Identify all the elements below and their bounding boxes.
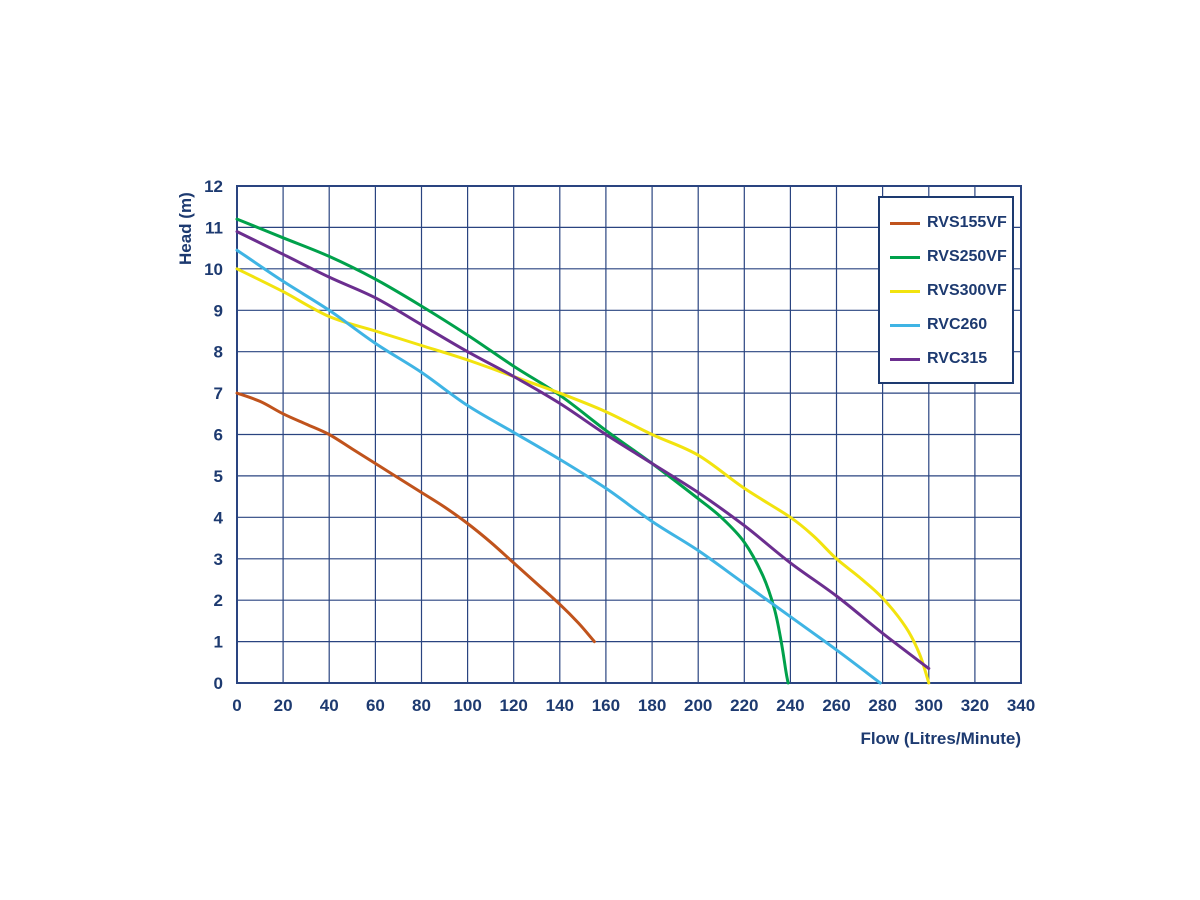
- legend-label: RVS300VF: [927, 282, 1007, 299]
- x-tick-label: 200: [684, 696, 712, 715]
- legend-item-rvc315: RVC315: [890, 342, 1012, 376]
- x-tick-label: 140: [546, 696, 574, 715]
- x-tick-label: 40: [320, 696, 339, 715]
- y-tick-label: 4: [214, 508, 224, 527]
- legend-line-swatch: [890, 289, 920, 293]
- legend-line-swatch: [890, 221, 920, 225]
- x-tick-label: 280: [868, 696, 896, 715]
- x-tick-label: 0: [232, 696, 241, 715]
- y-tick-label: 6: [214, 426, 223, 445]
- x-tick-label: 100: [453, 696, 481, 715]
- x-tick-label: 60: [366, 696, 385, 715]
- y-tick-label: 12: [204, 177, 223, 196]
- legend-line-swatch: [890, 357, 920, 361]
- y-tick-label: 11: [205, 218, 223, 237]
- y-tick-label: 2: [214, 591, 223, 610]
- y-tick-label: 1: [214, 633, 223, 652]
- y-tick-label: 7: [214, 384, 223, 403]
- x-axis-title: Flow (Litres/Minute): [860, 729, 1021, 748]
- legend-line-swatch: [890, 255, 920, 259]
- y-tick-label: 0: [214, 674, 223, 693]
- x-tick-label: 320: [961, 696, 989, 715]
- x-tick-label: 20: [274, 696, 293, 715]
- series-curve-rvs250vf: [235, 217, 790, 685]
- series-curve-rvs300vf: [235, 267, 931, 685]
- x-tick-label: 80: [412, 696, 431, 715]
- y-tick-label: 10: [204, 260, 223, 279]
- series-curve-rvs155vf: [235, 391, 596, 644]
- legend-item-rvs250vf: RVS250VF: [890, 240, 1012, 274]
- x-tick-label: 260: [822, 696, 850, 715]
- legend-item-rvc260: RVC260: [890, 308, 1012, 342]
- y-tick-label: 5: [214, 467, 223, 486]
- x-tick-label: 240: [776, 696, 804, 715]
- x-tick-label: 180: [638, 696, 666, 715]
- x-tick-label: 340: [1007, 696, 1035, 715]
- legend-item-rvs155vf: RVS155VF: [890, 206, 1012, 240]
- legend-item-rvs300vf: RVS300VF: [890, 274, 1012, 308]
- x-tick-label: 220: [730, 696, 758, 715]
- series-curve-rvc260: [235, 248, 882, 685]
- y-tick-label: 8: [214, 343, 223, 362]
- y-tick-label: 9: [214, 301, 223, 320]
- x-tick-label: 160: [592, 696, 620, 715]
- x-tick-label: 300: [915, 696, 943, 715]
- plot-border: [236, 185, 1022, 684]
- x-tick-label: 120: [500, 696, 528, 715]
- legend-label: RVC315: [927, 350, 988, 367]
- y-axis-title: Head (m): [176, 192, 195, 265]
- legend-label: RVS155VF: [927, 214, 1007, 231]
- legend-line-swatch: [890, 323, 920, 327]
- legend-label: RVC260: [927, 316, 988, 333]
- chart-legend: RVS155VF RVS250VF RVS300VF RVC260 RVC315: [878, 196, 1014, 384]
- series-curve-rvc315: [235, 230, 931, 670]
- y-tick-label: 3: [214, 550, 223, 569]
- legend-label: RVS250VF: [927, 248, 1007, 265]
